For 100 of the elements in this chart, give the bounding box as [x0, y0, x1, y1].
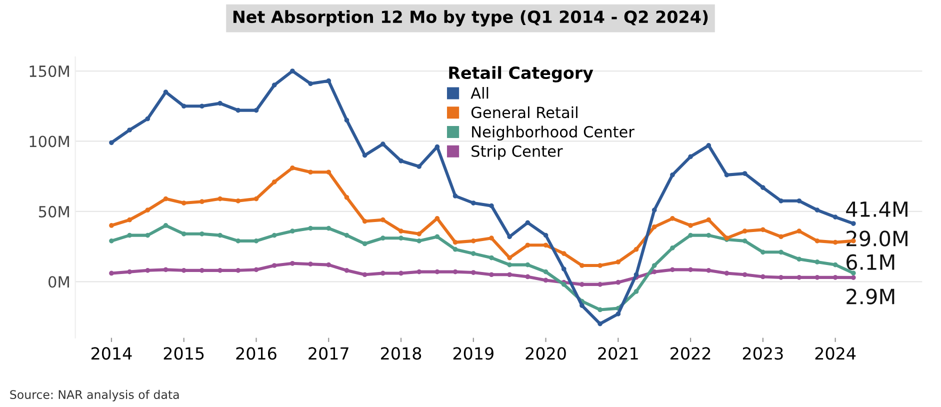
point — [362, 241, 368, 246]
point — [470, 251, 476, 256]
point — [543, 269, 548, 274]
point — [308, 170, 313, 175]
data-label: 2.9M — [846, 288, 894, 304]
point — [525, 274, 530, 280]
data-label: 29.0M — [846, 230, 908, 246]
point — [688, 232, 693, 238]
point — [362, 152, 368, 158]
point — [127, 217, 132, 222]
point — [398, 158, 404, 164]
point — [652, 263, 657, 268]
point — [163, 223, 168, 228]
point — [814, 238, 820, 244]
point — [109, 238, 114, 244]
point — [452, 246, 458, 252]
legend-label: Neighborhood Center — [472, 126, 634, 141]
point — [127, 232, 132, 238]
point — [272, 180, 277, 184]
point — [525, 242, 530, 248]
point — [561, 282, 566, 287]
y-tick-label: 50M — [38, 206, 69, 218]
point — [434, 216, 440, 221]
point — [145, 268, 150, 273]
x-tick-label: 2019 — [453, 347, 494, 360]
point — [218, 100, 222, 106]
point — [760, 227, 766, 232]
point — [561, 266, 566, 272]
point — [326, 226, 332, 231]
point — [670, 216, 675, 221]
y-tick-label: 150M — [30, 65, 69, 78]
point — [489, 203, 494, 208]
point — [326, 170, 332, 175]
point — [796, 256, 802, 262]
point — [344, 194, 350, 200]
point — [670, 267, 675, 272]
point — [308, 81, 313, 86]
legend-title: Retail Category — [449, 66, 594, 82]
point — [308, 226, 313, 231]
point — [688, 267, 693, 272]
point — [778, 250, 784, 255]
point — [670, 246, 675, 250]
point — [290, 228, 295, 234]
point — [254, 108, 259, 113]
point — [380, 270, 386, 276]
point — [344, 268, 350, 273]
point — [200, 199, 204, 204]
point — [778, 198, 784, 204]
point — [434, 269, 440, 274]
point — [489, 272, 494, 278]
data-label: 6.1M — [846, 254, 894, 270]
x-tick-label: 2015 — [164, 347, 204, 360]
point — [724, 172, 730, 178]
point — [236, 108, 241, 113]
point — [634, 246, 639, 252]
point — [452, 240, 458, 245]
point — [724, 270, 730, 276]
point — [200, 231, 204, 236]
point — [145, 208, 150, 212]
point — [416, 238, 422, 244]
point — [434, 234, 440, 240]
point — [760, 185, 766, 190]
point — [688, 154, 693, 160]
point — [489, 236, 494, 241]
point — [181, 268, 186, 273]
point — [254, 196, 259, 202]
point — [706, 217, 712, 222]
point — [778, 234, 784, 240]
point — [814, 260, 820, 264]
point — [525, 220, 530, 226]
x-tick-label: 2014 — [91, 347, 132, 360]
source-note: Source: NAR analysis of data — [10, 390, 179, 402]
point — [742, 272, 748, 278]
point — [543, 232, 548, 238]
x-tick-label: 2016 — [236, 347, 276, 360]
chart-title: Net Absorption 12 Mo by type (Q1 2014 - Q2 2024) — [233, 10, 708, 26]
point — [796, 198, 802, 204]
point — [163, 267, 168, 272]
point — [507, 272, 512, 278]
point — [272, 263, 277, 268]
point — [470, 200, 476, 206]
point — [145, 116, 150, 122]
point — [598, 263, 602, 268]
point — [236, 268, 241, 273]
point — [272, 82, 277, 88]
y-tick-label: 100M — [30, 136, 69, 148]
point — [742, 228, 748, 234]
point — [507, 234, 512, 240]
x-tick-label: 2024 — [815, 347, 856, 360]
point — [344, 232, 350, 238]
point — [452, 194, 458, 198]
point — [616, 280, 621, 285]
point — [832, 262, 838, 268]
point — [416, 164, 422, 169]
legend-label: All — [470, 86, 488, 99]
point — [580, 282, 584, 287]
point — [706, 232, 712, 238]
point — [616, 312, 621, 316]
point — [543, 278, 548, 283]
point — [362, 218, 368, 224]
